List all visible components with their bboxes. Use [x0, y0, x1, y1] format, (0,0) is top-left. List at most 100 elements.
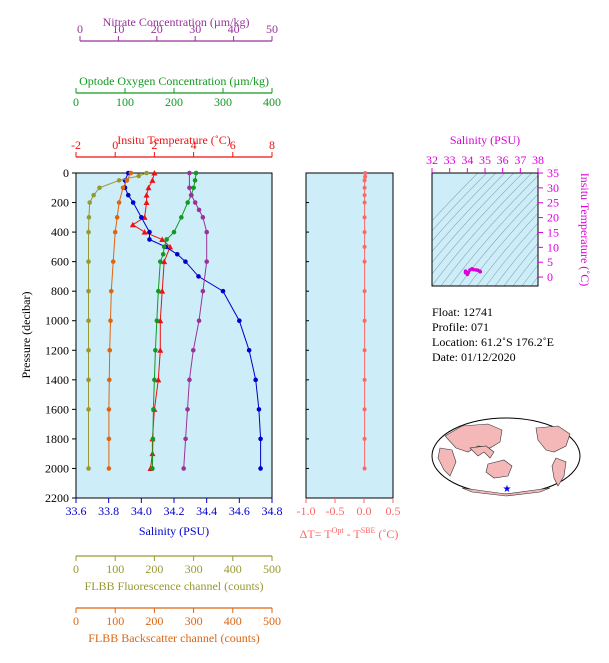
ts-temperature-tick-label: 20	[547, 211, 559, 225]
oxygen-tick-label: 400	[263, 95, 281, 109]
nitrate-point	[181, 466, 186, 471]
delta-t-point	[362, 244, 367, 249]
ts-density-contour	[512, 253, 538, 286]
salinity-point	[246, 347, 252, 353]
fluorescence-point	[86, 347, 91, 353]
delta-t-point	[362, 436, 367, 441]
backscatter-tick-label: 400	[224, 614, 242, 628]
oxygen-point	[153, 347, 158, 353]
ts-density-contour	[503, 242, 538, 286]
temperature-point	[143, 192, 150, 198]
oxygen-point	[150, 436, 156, 442]
nitrate-point	[204, 259, 210, 264]
salinity-point	[256, 407, 262, 412]
fluorescence-tick-label: 500	[263, 562, 281, 576]
pressure-tick-label: 0	[63, 166, 69, 180]
nitrate-point	[204, 229, 210, 235]
nitrate-point	[183, 436, 188, 442]
fluorescence-axis-title: FLBB Fluorescence channel (counts)	[85, 579, 264, 593]
pressure-tick-label: 1200	[45, 343, 69, 357]
fluorescence-point	[86, 259, 91, 264]
ts-salinity-tick-label: 35	[479, 153, 491, 167]
oxygen-point	[191, 185, 196, 191]
nitrate-tick-label: 0	[77, 22, 83, 36]
temperature-tick-label: 8	[269, 138, 275, 152]
fluorescence-point	[87, 200, 93, 205]
oxygen-point	[161, 244, 167, 250]
ts-point	[466, 270, 471, 275]
oxygen-point	[160, 251, 166, 257]
oxygen-tick-label: 100	[116, 95, 134, 109]
backscatter-point	[106, 466, 112, 471]
main-plot-background	[76, 173, 272, 498]
salinity-tick-label: 34.8	[262, 504, 283, 518]
nitrate-point	[200, 288, 206, 294]
temperature-tick-label: -2	[71, 138, 81, 152]
temperature-tick-label: 0	[112, 138, 118, 152]
oxygen-tick-label: 0	[73, 95, 79, 109]
temperature-tick-label: 2	[151, 138, 157, 152]
oxygen-point	[156, 288, 161, 294]
delta-t-label-sup-sbe: SBE	[361, 526, 376, 535]
ts-density-contour	[432, 173, 506, 253]
pressure-tick-label: 400	[51, 225, 69, 239]
oxygen-point	[179, 215, 184, 220]
temperature-axis-title: Insitu Temperature (˚C)	[117, 133, 231, 147]
ts-density-contour	[485, 222, 538, 286]
delta-t-plot-background	[306, 173, 393, 498]
pressure-tick-label: 1800	[45, 432, 69, 446]
ts-density-contour	[432, 173, 497, 242]
oxygen-point	[185, 200, 191, 205]
oxygen-point	[150, 466, 155, 471]
nitrate-tick-label: 30	[189, 22, 201, 36]
salinity-tick-label: 34.4	[196, 504, 217, 518]
fluorescence-point	[86, 215, 92, 220]
ts-plot-background	[432, 173, 538, 286]
nitrate-point	[196, 318, 202, 324]
ts-density-contour	[594, 153, 609, 286]
ts-salinity-axis-title: Salinity (PSU)	[450, 133, 520, 147]
ts-temperature-tick-label: 5	[547, 255, 553, 269]
fluorescence-point	[86, 407, 91, 412]
map-land-australia	[485, 459, 513, 479]
oxygen-point	[192, 178, 198, 183]
ts-density-contour	[440, 175, 538, 286]
pressure-tick-label: 1600	[45, 402, 69, 416]
backscatter-profile-line	[108, 172, 132, 469]
ts-density-contour	[494, 232, 538, 286]
ts-temperature-tick-label: 15	[547, 225, 559, 239]
ts-density-contour	[432, 173, 533, 286]
fluorescence-tick-label: 100	[106, 562, 124, 576]
pressure-axis-label: Pressure (decibar)	[19, 292, 33, 379]
salinity-point	[258, 436, 263, 442]
pressure-tick-label: 2200	[45, 491, 69, 505]
oxygen-point	[154, 318, 160, 324]
temperature-point	[159, 236, 166, 242]
delta-t-plot-frame	[305, 172, 394, 499]
delta-t-point	[362, 215, 367, 220]
oxygen-point	[164, 237, 169, 242]
fluorescence-point	[86, 466, 91, 471]
nitrate-point	[190, 347, 196, 353]
delta-t-label-suffix: (˚C)	[375, 527, 398, 541]
backscatter-point	[106, 436, 112, 442]
backscatter-tick-label: 300	[185, 614, 203, 628]
nitrate-point	[187, 170, 192, 176]
profile-number: Profile: 071	[432, 320, 489, 334]
ts-temperature-tick-label: 25	[547, 196, 559, 210]
salinity-tick-label: 34.6	[229, 504, 250, 518]
map-land-africa	[437, 447, 457, 477]
pressure-tick-label: 200	[51, 196, 69, 210]
backscatter-point	[116, 200, 122, 205]
map-land-south-america	[551, 457, 567, 487]
oxygen-axis-title: Optode Oxygen Concentration (µm/kg)	[79, 74, 269, 88]
oxygen-point	[151, 407, 156, 412]
ts-temperature-tick-label: 35	[547, 166, 559, 180]
backscatter-point	[107, 377, 112, 383]
salinity-point	[196, 274, 201, 279]
backscatter-point	[124, 178, 130, 183]
ts-temperature-tick-label: 30	[547, 181, 559, 195]
oxygen-tick-label: 200	[165, 95, 183, 109]
ts-salinity-tick-label: 36	[497, 153, 509, 167]
